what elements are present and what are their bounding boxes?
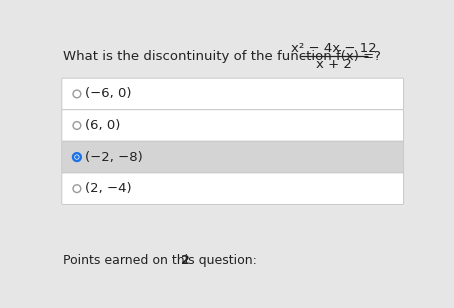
FancyBboxPatch shape <box>62 173 404 205</box>
Text: ?: ? <box>373 50 380 63</box>
Text: Points earned on this question:: Points earned on this question: <box>63 254 261 267</box>
Text: What is the discontinuity of the function f(x) =: What is the discontinuity of the functio… <box>63 50 378 63</box>
FancyBboxPatch shape <box>62 78 404 110</box>
Text: x + 2: x + 2 <box>316 58 352 71</box>
Text: (6, 0): (6, 0) <box>84 119 120 132</box>
Text: 2: 2 <box>181 254 189 267</box>
Circle shape <box>75 155 79 159</box>
Text: x² − 4x − 12: x² − 4x − 12 <box>291 42 377 55</box>
Text: (2, −4): (2, −4) <box>84 182 131 195</box>
FancyBboxPatch shape <box>62 110 404 141</box>
FancyBboxPatch shape <box>62 141 404 173</box>
Text: (−2, −8): (−2, −8) <box>84 151 143 164</box>
Circle shape <box>73 122 81 129</box>
Text: (−6, 0): (−6, 0) <box>84 87 131 100</box>
Circle shape <box>73 185 81 192</box>
Circle shape <box>73 153 81 161</box>
Circle shape <box>73 90 81 98</box>
